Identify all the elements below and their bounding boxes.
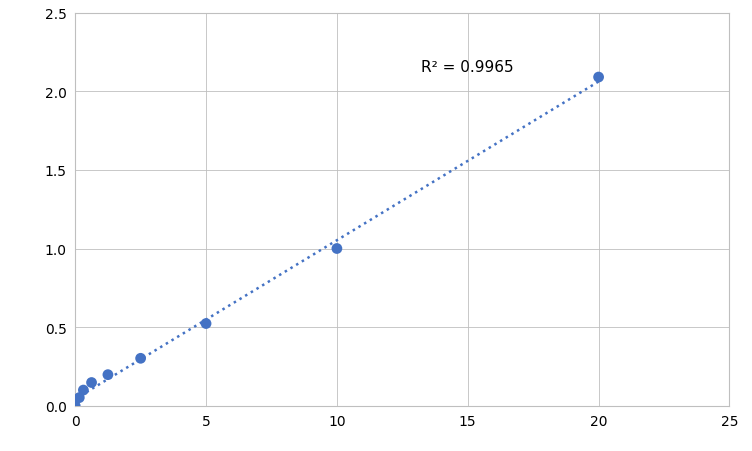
Point: [86, 379, 98, 386]
Point: [331, 245, 343, 253]
Point: [69, 402, 81, 410]
Point: [200, 320, 212, 327]
Point: [593, 74, 605, 82]
Text: R² = 0.9965: R² = 0.9965: [420, 60, 514, 74]
Point: [77, 387, 89, 394]
Point: [135, 355, 147, 362]
Point: [73, 394, 85, 401]
Point: [102, 371, 114, 378]
